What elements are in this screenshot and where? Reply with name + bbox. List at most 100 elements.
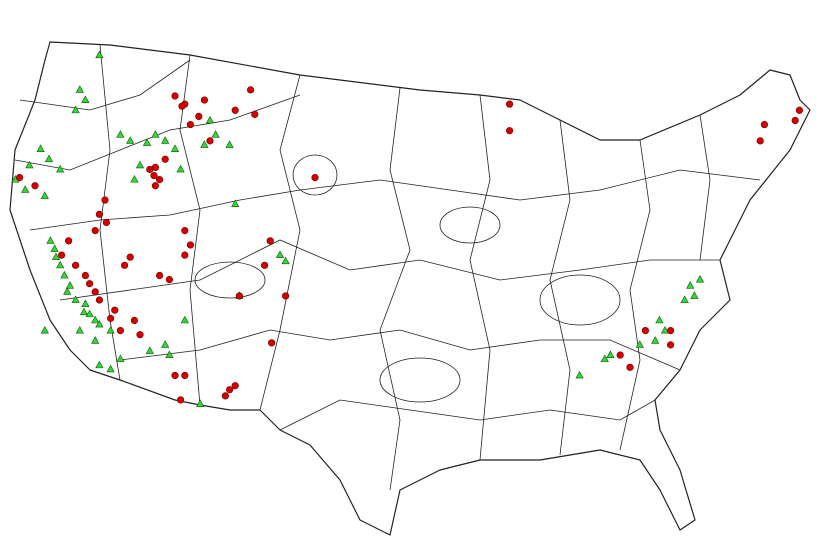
red-circle-marker	[266, 237, 274, 245]
green-triangle-marker	[46, 236, 55, 244]
red-circle-marker	[195, 112, 203, 120]
red-circle-marker	[616, 351, 624, 359]
green-triangle-marker	[130, 175, 139, 183]
green-triangle-marker	[79, 307, 89, 316]
green-triangle-marker	[142, 138, 152, 146]
red-circle-marker	[85, 280, 94, 288]
red-circle-marker	[111, 306, 119, 314]
red-circle-marker	[151, 182, 159, 190]
red-circle-marker	[641, 327, 650, 335]
red-circle-marker	[57, 251, 66, 259]
green-triangle-marker	[695, 274, 705, 283]
green-triangle-marker	[106, 325, 115, 334]
green-triangle-marker	[165, 350, 174, 358]
red-circle-marker	[71, 261, 80, 269]
red-circle-marker	[791, 116, 799, 125]
red-circle-marker	[235, 292, 243, 300]
green-triangle-marker	[135, 160, 145, 169]
red-circle-marker	[231, 106, 239, 114]
red-circle-marker	[106, 314, 115, 322]
red-circle-marker	[231, 382, 239, 390]
red-circle-marker	[795, 106, 804, 114]
red-circle-marker	[226, 386, 234, 394]
green-triangle-marker	[575, 370, 584, 379]
region-boundaries	[14, 44, 761, 491]
green-triangle-marker	[655, 315, 664, 324]
red-circle-marker	[181, 251, 189, 259]
green-triangle-marker	[686, 281, 695, 289]
green-triangle-marker	[40, 325, 49, 334]
red-circle-marker	[666, 341, 675, 349]
red-circle-markers	[16, 86, 804, 404]
red-circle-marker	[178, 102, 186, 110]
red-circle-marker	[126, 253, 134, 261]
green-triangle-marker	[95, 360, 104, 369]
green-triangle-marker	[651, 336, 660, 344]
red-circle-marker	[268, 339, 276, 347]
green-triangle-marker	[151, 130, 160, 138]
green-triangle-marker	[81, 299, 90, 307]
red-circle-marker	[186, 241, 194, 249]
green-triangle-marker	[85, 309, 94, 318]
green-triangle-marker	[635, 340, 644, 348]
red-circle-marker	[171, 371, 179, 380]
green-triangle-marker	[71, 295, 80, 303]
red-circle-marker	[756, 137, 764, 145]
red-circle-marker	[91, 227, 99, 235]
green-triangle-marker	[600, 354, 609, 363]
red-circle-marker	[16, 174, 24, 182]
red-circle-marker	[186, 120, 194, 129]
green-triangle-marker	[275, 250, 285, 259]
green-triangle-marker	[75, 85, 84, 93]
green-triangle-marker	[180, 315, 189, 324]
green-triangle-marker	[281, 256, 290, 265]
green-triangle-marker	[205, 115, 215, 124]
red-circle-marker	[64, 237, 73, 245]
green-triangle-marker	[56, 164, 65, 173]
red-circle-marker	[95, 296, 103, 304]
green-triangle-marker	[116, 130, 125, 138]
green-triangle-marker	[170, 144, 180, 152]
red-circle-marker	[171, 92, 179, 100]
green-triangle-marker	[116, 354, 125, 363]
red-circle-marker	[101, 196, 109, 204]
green-triangle-marker	[56, 260, 65, 269]
green-triangle-marker	[106, 364, 115, 373]
green-triangle-marker	[145, 346, 154, 354]
red-circle-marker	[626, 363, 634, 371]
green-triangle-marker	[225, 140, 234, 148]
green-triangle-marker	[75, 325, 84, 334]
red-circle-marker	[102, 218, 110, 227]
red-circle-marker	[136, 331, 144, 339]
green-triangle-marker	[161, 340, 170, 348]
red-circle-marker	[156, 271, 164, 280]
red-circle-marker	[261, 261, 269, 269]
green-triangle-marker	[25, 160, 34, 169]
red-circle-marker	[95, 210, 103, 218]
red-circle-marker	[165, 276, 173, 284]
green-triangle-marker	[51, 252, 61, 261]
red-circle-marker	[282, 292, 290, 300]
green-triangle-marker	[81, 95, 90, 103]
red-circle-marker	[161, 155, 169, 163]
green-triangle-marker	[176, 164, 185, 173]
green-triangle-marker	[91, 315, 100, 324]
red-circle-marker	[760, 120, 769, 129]
red-circle-marker	[130, 316, 138, 325]
green-triangle-marker	[71, 105, 80, 114]
red-circle-marker	[120, 261, 129, 269]
red-circle-marker	[311, 174, 319, 182]
red-circle-marker	[156, 176, 164, 184]
red-circle-marker	[81, 271, 89, 280]
green-triangle-marker	[50, 244, 59, 252]
red-circle-marker	[116, 327, 124, 335]
red-circle-marker	[181, 227, 189, 235]
red-circle-marker	[666, 327, 675, 335]
green-triangle-marker	[36, 144, 45, 152]
red-circle-marker	[91, 288, 99, 296]
green-triangle-marker	[606, 350, 615, 358]
green-triangle-marker	[211, 130, 220, 138]
green-triangle-marker	[231, 199, 240, 208]
green-triangle-marker	[91, 336, 100, 344]
